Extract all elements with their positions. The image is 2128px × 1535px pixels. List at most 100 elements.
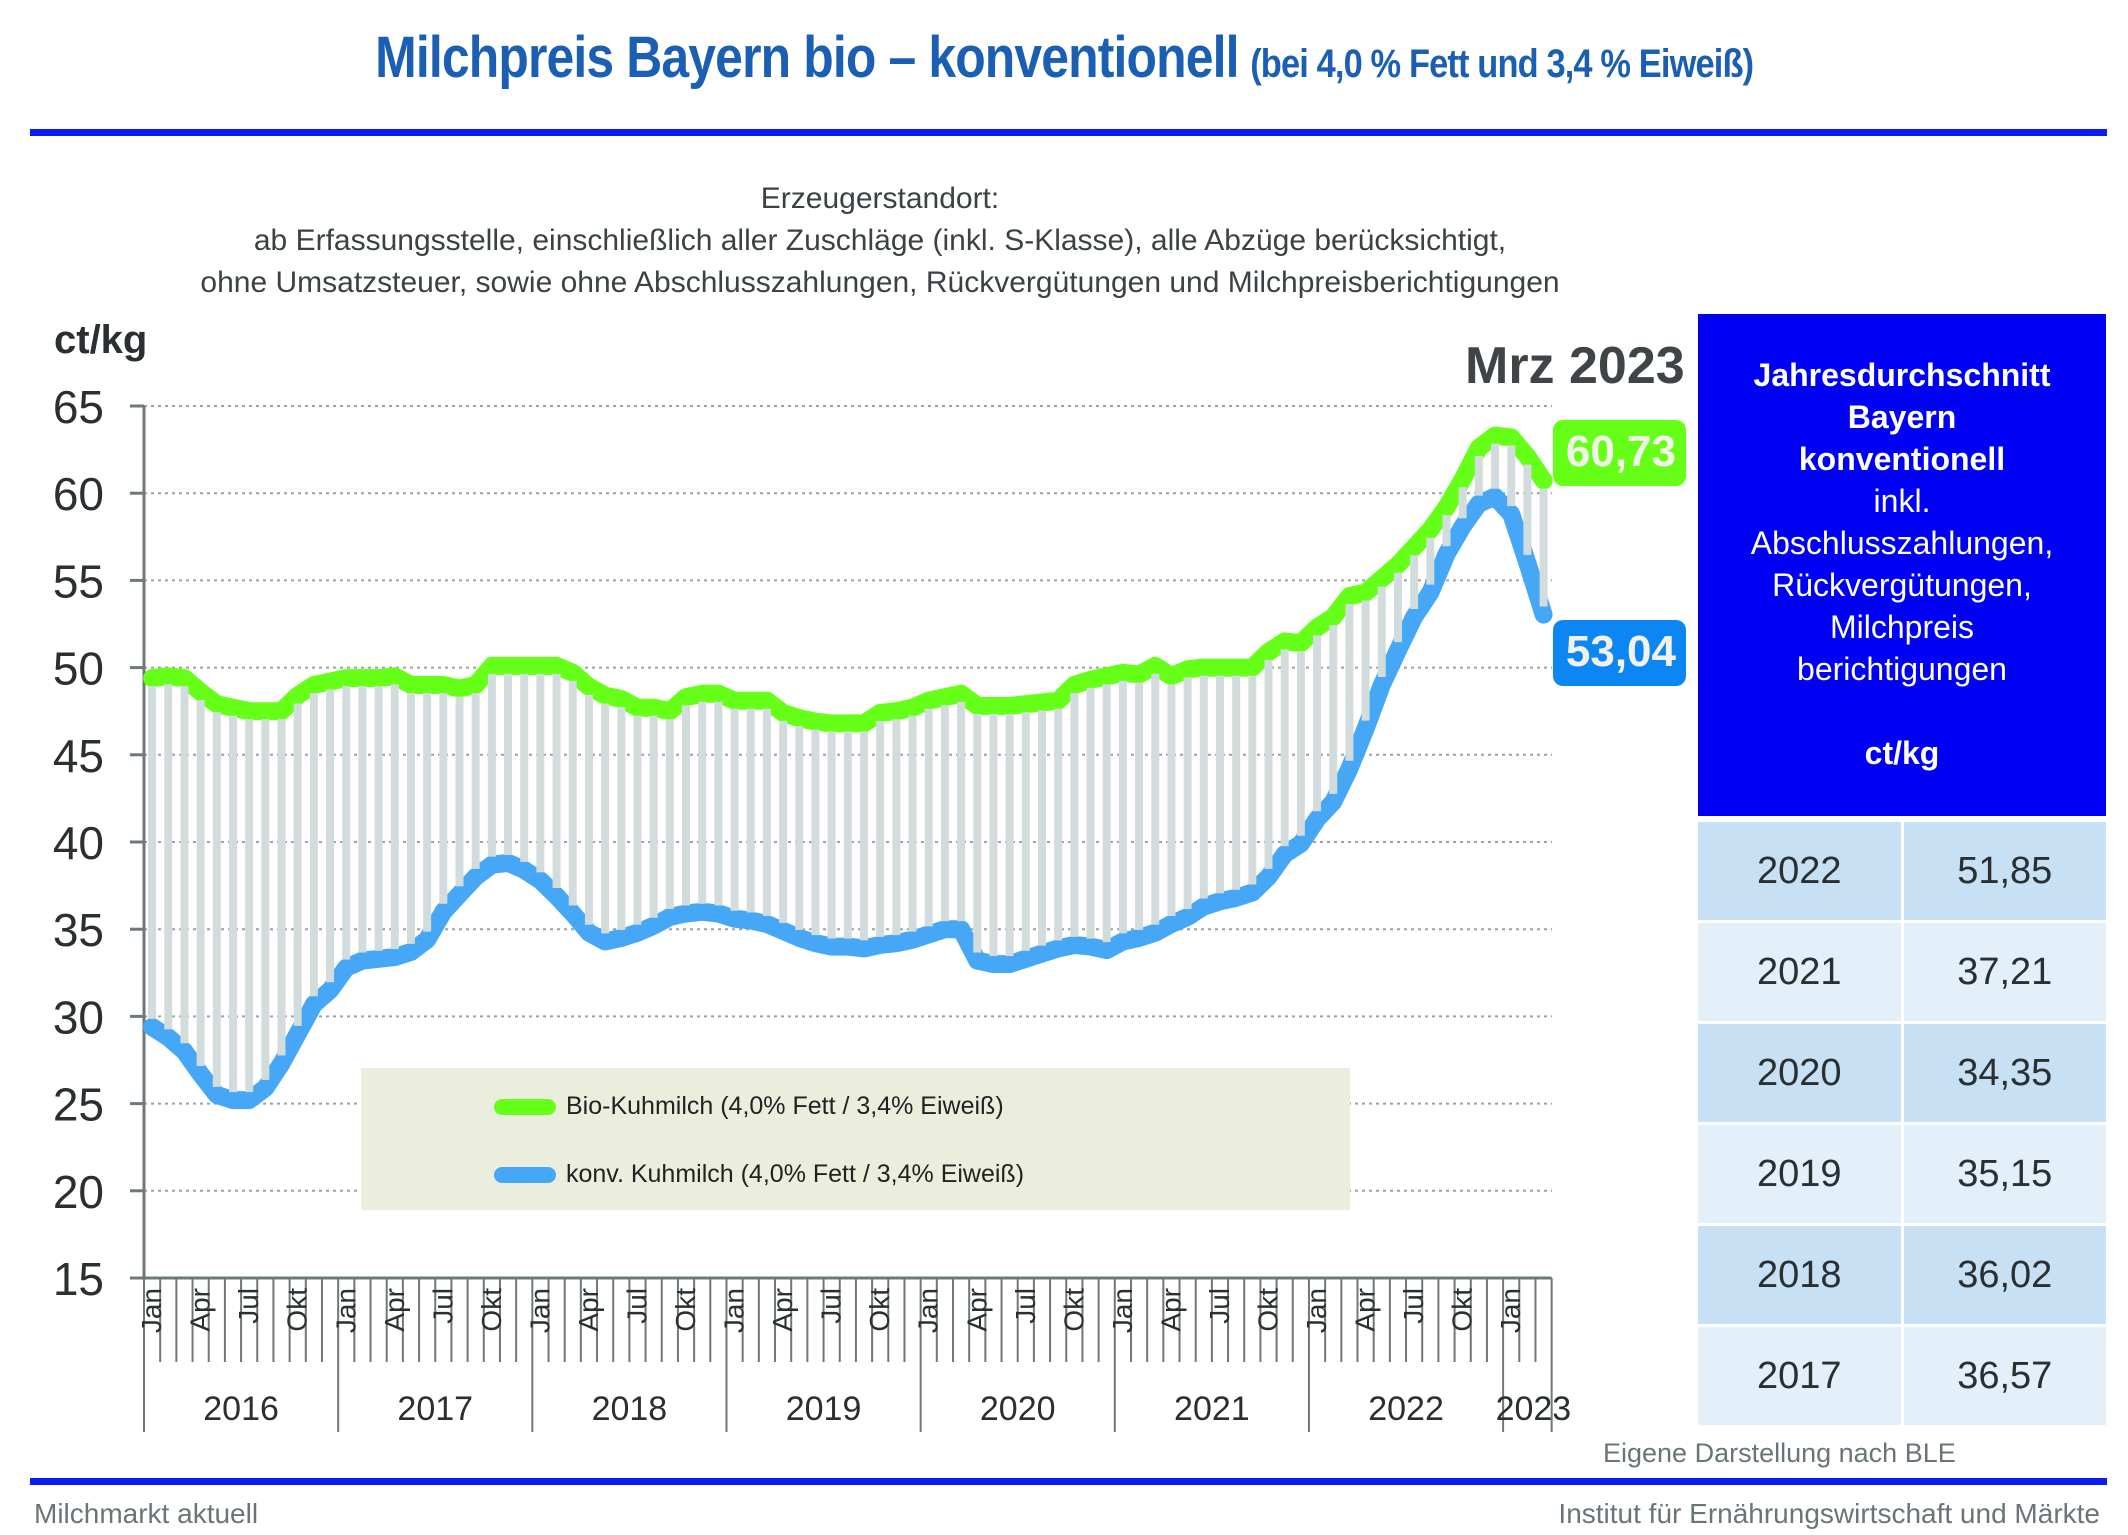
table-row: 2021 37,21 xyxy=(1698,923,2106,1021)
gap-bar xyxy=(779,720,788,923)
title-main: Milchpreis Bayern bio – konventionell xyxy=(374,25,1239,90)
annual-average-table: 2022 51,85 2021 37,21 2020 34,35 2019 35… xyxy=(1698,822,2106,1428)
gap-bar xyxy=(584,694,593,925)
table-cell-value: 51,85 xyxy=(1903,822,2106,920)
infobox-line-1: Jahresdurchschnitt xyxy=(1753,357,2051,393)
gap-bar xyxy=(1248,675,1257,885)
y-tick-label: 35 xyxy=(53,904,104,956)
table-cell-year: 2021 xyxy=(1698,923,1901,1021)
month-label: Okt xyxy=(1447,1288,1478,1332)
month-label: Okt xyxy=(1253,1288,1284,1332)
gap-bar xyxy=(908,715,917,932)
subtitle-line-1: Erzeugerstandort: xyxy=(760,182,1000,215)
gap-bar xyxy=(1199,675,1208,899)
month-label: Apr xyxy=(185,1288,216,1332)
gap-bar xyxy=(1264,659,1273,869)
gap-bar xyxy=(568,680,577,906)
gap-bar xyxy=(277,719,286,1056)
gap-bar xyxy=(228,715,237,1093)
bottom-rule xyxy=(30,1478,2107,1485)
gap-bar xyxy=(1539,488,1548,607)
table-cell-value: 37,21 xyxy=(1903,923,2106,1021)
subtitle-line-3: ohne Umsatzsteuer, sowie ohne Abschlussz… xyxy=(200,266,1560,299)
y-tick-label: 30 xyxy=(53,991,104,1043)
month-label: Jul xyxy=(1010,1288,1041,1324)
month-label: Jan xyxy=(524,1288,555,1333)
subtitle-line-2: ab Erfassungsstelle, einschließlich alle… xyxy=(253,224,1507,257)
month-label: Jul xyxy=(233,1288,264,1324)
gap-bar xyxy=(374,686,383,951)
gap-bar xyxy=(1313,635,1322,812)
y-tick-label: 60 xyxy=(53,468,104,520)
subtitle: Erzeugerstandort: ab Erfassungsstelle, e… xyxy=(30,178,1730,304)
gap-bar xyxy=(1215,675,1224,894)
gap-bar xyxy=(601,703,610,934)
gap-bar xyxy=(1377,586,1386,678)
legend-label-konv: konv. Kuhmilch (4,0% Fett / 3,4% Eiweiß) xyxy=(566,1160,1025,1188)
table-row: 2020 34,35 xyxy=(1698,1024,2106,1122)
month-label: Okt xyxy=(670,1288,701,1332)
gap-bar xyxy=(876,720,885,937)
gap-bar xyxy=(1296,651,1305,836)
month-label: Apr xyxy=(1350,1288,1381,1332)
gap-bar xyxy=(1491,443,1500,489)
table-cell-value: 35,15 xyxy=(1903,1125,2106,1223)
legend-item-konv: konv. Kuhmilch (4,0% Fett / 3,4% Eiweiß) xyxy=(494,1160,1025,1189)
gap-bar xyxy=(682,705,691,906)
table-row: 2022 51,85 xyxy=(1698,822,2106,920)
table-row: 2019 35,15 xyxy=(1698,1125,2106,1223)
gap-bar xyxy=(746,708,755,913)
gap-bar xyxy=(293,703,302,1026)
gap-bar xyxy=(843,731,852,939)
year-label: 2022 xyxy=(1368,1390,1444,1428)
table-cell-value: 34,35 xyxy=(1903,1024,2106,1122)
gap-bar xyxy=(795,726,804,930)
annual-average-infobox: Jahresdurchschnitt Bayern konventionell … xyxy=(1698,314,2106,816)
gap-bar xyxy=(1005,713,1014,957)
series-lines xyxy=(143,426,1553,1110)
month-label: Apr xyxy=(961,1288,992,1332)
infobox-line-3: konventionell xyxy=(1798,441,2006,477)
y-tick-label: 25 xyxy=(53,1079,104,1131)
gap-bar xyxy=(196,700,205,1066)
latest-konv-badge: 53,04 xyxy=(1553,620,1686,686)
gap-bar xyxy=(1183,677,1192,909)
infobox-line-6: Rückvergütungen, xyxy=(1772,567,2032,603)
table-cell-year: 2019 xyxy=(1698,1125,1901,1223)
gap-bar xyxy=(1329,625,1338,794)
gap-bars xyxy=(148,443,1548,1093)
gap-bar xyxy=(504,673,513,855)
month-label: Jan xyxy=(1301,1288,1332,1333)
gap-bar xyxy=(342,686,351,960)
x-axis: Jan Apr Jul Okt Jan Apr Jul Okt Jan Apr Jul Okt Jan A… xyxy=(136,1276,1572,1432)
month-label: Okt xyxy=(864,1288,895,1332)
gap-bar xyxy=(406,693,415,944)
year-label: 2017 xyxy=(397,1390,473,1428)
month-label: Jan xyxy=(1107,1288,1138,1333)
gap-bar xyxy=(358,686,367,953)
gap-bar xyxy=(1135,682,1144,930)
gap-bar xyxy=(536,673,545,873)
gap-bar xyxy=(940,705,949,922)
month-label: Jan xyxy=(719,1288,750,1333)
month-label: Okt xyxy=(1058,1288,1089,1332)
gap-bar xyxy=(552,673,561,889)
gap-bar xyxy=(309,693,318,997)
year-label: 2019 xyxy=(786,1390,862,1428)
y-axis-unit: ct/kg xyxy=(54,318,148,362)
y-axis-ticks: 15 20 25 30 35 40 45 50 55 60 65 xyxy=(53,381,146,1305)
gap-bar xyxy=(423,693,432,932)
period-label: Mrz 2023 xyxy=(1465,337,1685,395)
year-label: 2016 xyxy=(203,1390,279,1428)
gap-bar xyxy=(1393,572,1402,643)
month-label: Apr xyxy=(379,1288,410,1332)
y-tick-label: 40 xyxy=(53,817,104,869)
table-cell-year: 2022 xyxy=(1698,822,1901,920)
month-label: Jul xyxy=(1398,1288,1429,1324)
gap-bar xyxy=(698,701,707,904)
gap-bar xyxy=(1361,600,1370,721)
year-label: 2023 xyxy=(1496,1390,1572,1428)
gap-bar xyxy=(1086,687,1095,939)
gap-bar xyxy=(261,719,270,1080)
infobox-line-8: berichtigungen xyxy=(1797,651,2007,687)
